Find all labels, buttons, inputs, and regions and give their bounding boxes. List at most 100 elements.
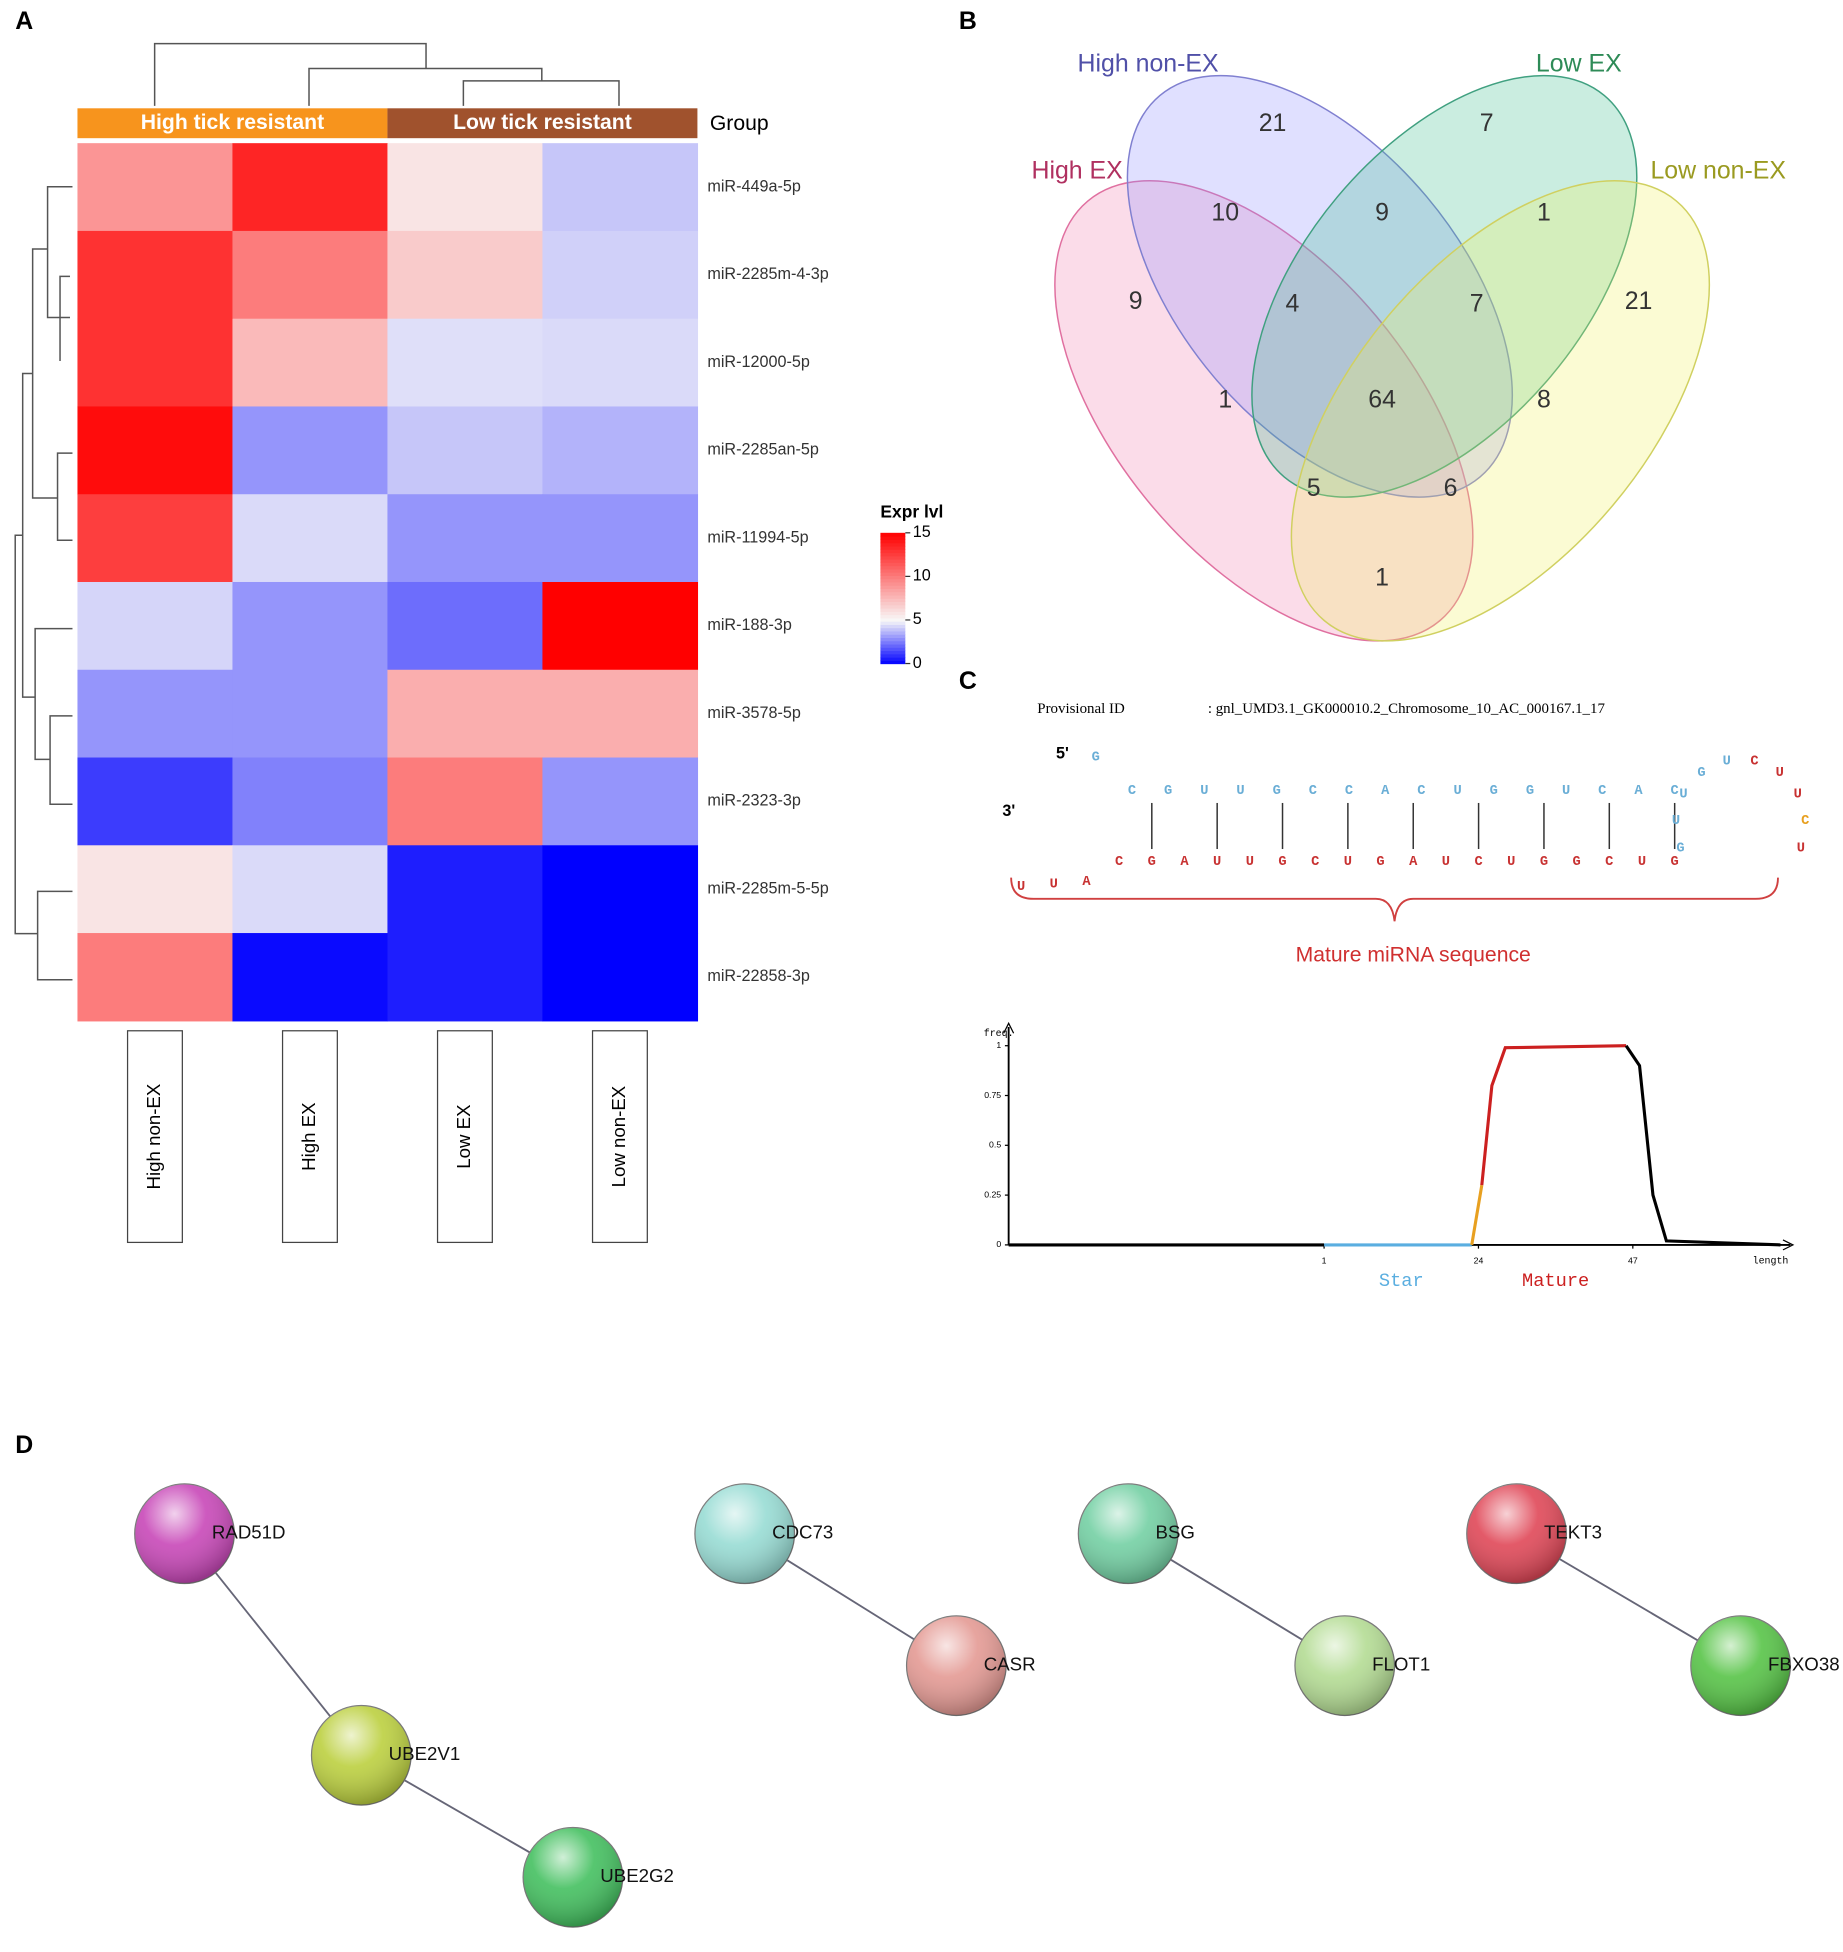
nucleotide: U — [1246, 855, 1254, 870]
node-shine — [311, 1705, 412, 1806]
node-shine — [1294, 1615, 1395, 1716]
heatmap-cell — [542, 757, 699, 846]
mature-axis-label: Mature — [1522, 1270, 1589, 1292]
nucleotide: A — [1180, 855, 1189, 870]
node-label: CDC73 — [772, 1522, 833, 1543]
heatmap-cell — [542, 494, 699, 583]
mature-label: Mature miRNA sequence — [1296, 944, 1531, 967]
nucleotide: C — [1311, 855, 1319, 870]
group-label: Low tick resistant — [453, 111, 632, 134]
nucleotide: U — [1442, 855, 1450, 870]
heatmap-cell — [387, 143, 544, 232]
heatmap-cell — [77, 933, 234, 1022]
group-bar — [387, 108, 698, 139]
row-label: miR-2285m-5-5p — [707, 879, 828, 897]
colorbar-step — [880, 660, 906, 665]
nucleotide: G — [1273, 784, 1281, 799]
heatmap-cell — [77, 494, 234, 583]
colorbar-step — [880, 558, 906, 563]
row-label: miR-2285m-4-3p — [707, 265, 828, 283]
nucleotide: G — [1697, 766, 1705, 781]
node-shine — [1078, 1483, 1178, 1584]
colorbar-step — [880, 604, 906, 609]
id-value: : gnl_UMD3.1_GK000010.2_Chromosome_10_AC… — [1208, 701, 1606, 717]
colorbar-step — [880, 549, 906, 554]
heatmap-cell — [232, 581, 389, 671]
nucleotide: G — [1278, 855, 1286, 870]
heatmap-cell — [542, 845, 699, 934]
axis-arrow — [1782, 1239, 1795, 1251]
nucleotide: G — [1092, 751, 1100, 766]
heatmap-cell — [542, 230, 699, 320]
heatmap-cell — [77, 845, 234, 934]
colorbar-step — [880, 591, 906, 596]
colorbar-step — [880, 630, 906, 635]
heatmap-cell — [77, 230, 234, 320]
row-label: miR-449a-5p — [707, 177, 800, 195]
colorbar-step — [880, 542, 906, 547]
colorbar-step — [880, 656, 906, 661]
venn-count: 21 — [1259, 109, 1287, 137]
nucleotide: C — [1417, 784, 1425, 799]
nucleotide: G — [1676, 842, 1684, 857]
colorbar-step — [880, 647, 906, 652]
nucleotide: U — [1200, 784, 1208, 799]
colorbar-step — [880, 650, 906, 655]
y-axis-label: freq. — [984, 1028, 1014, 1039]
column-label: High EX — [298, 1102, 319, 1171]
nucleotide: G — [1671, 855, 1679, 870]
nucleotide: A — [1381, 784, 1390, 799]
column-label-box — [436, 1030, 493, 1244]
nucleotide: U — [1794, 787, 1802, 802]
colorbar-step — [880, 568, 906, 573]
id-label: Provisional ID — [1037, 701, 1125, 717]
column-label: High non-EX — [143, 1083, 164, 1189]
heatmap-cell — [77, 143, 234, 232]
heatmap-cell — [387, 581, 544, 671]
venn-count: 6 — [1444, 474, 1458, 502]
row-label: miR-2285an-5p — [707, 441, 818, 459]
heatmap-cell — [542, 933, 699, 1022]
colorbar-step — [880, 653, 906, 658]
x-tick-label: 47 — [1628, 1255, 1638, 1265]
node-shine — [523, 1827, 623, 1928]
heatmap-cell — [542, 581, 699, 671]
node-shine — [1466, 1483, 1567, 1584]
colorbar-step — [880, 532, 906, 537]
heatmap-cell — [387, 230, 544, 320]
column-label: Low EX — [453, 1104, 474, 1169]
row-label: miR-12000-5p — [707, 353, 809, 371]
node-label: RAD51D — [212, 1522, 286, 1543]
x-tick-label: 1 — [1322, 1255, 1327, 1265]
venn-set-name: Low non-EX — [1650, 156, 1786, 184]
nucleotide: U — [1017, 880, 1025, 895]
colorbar-step — [880, 637, 906, 642]
colorbar-tick-label: 0 — [913, 654, 922, 672]
frequency-curve — [1470, 1184, 1484, 1246]
heatmap-cell — [387, 494, 544, 583]
venn-count: 1 — [1218, 385, 1232, 413]
colorbar-step — [880, 614, 906, 619]
heatmap-cell — [542, 406, 699, 495]
column-label-box — [281, 1030, 338, 1244]
nucleotide: G — [1526, 784, 1534, 799]
colorbar-step — [880, 585, 906, 589]
colorbar-tick-label: 10 — [913, 567, 931, 585]
nucleotide: C — [1750, 755, 1758, 770]
row-label: miR-3578-5p — [707, 704, 800, 722]
node-label: CASR — [984, 1654, 1036, 1675]
node-label: FBXO38 — [1768, 1654, 1840, 1675]
colorbar-step — [880, 594, 906, 599]
heatmap-cell — [232, 318, 389, 408]
nucleotide: A — [1634, 784, 1643, 799]
colorbar-step — [880, 578, 906, 583]
colorbar-step — [880, 617, 906, 622]
three-prime: 3' — [1002, 802, 1015, 820]
venn-count: 4 — [1286, 290, 1300, 318]
venn-count: 21 — [1625, 287, 1653, 315]
nucleotide: A — [1409, 855, 1418, 870]
colorbar-step — [880, 575, 906, 580]
nucleotide: G — [1376, 855, 1384, 870]
venn-shapes — [1054, 74, 1711, 642]
colorbar-step — [880, 634, 906, 639]
